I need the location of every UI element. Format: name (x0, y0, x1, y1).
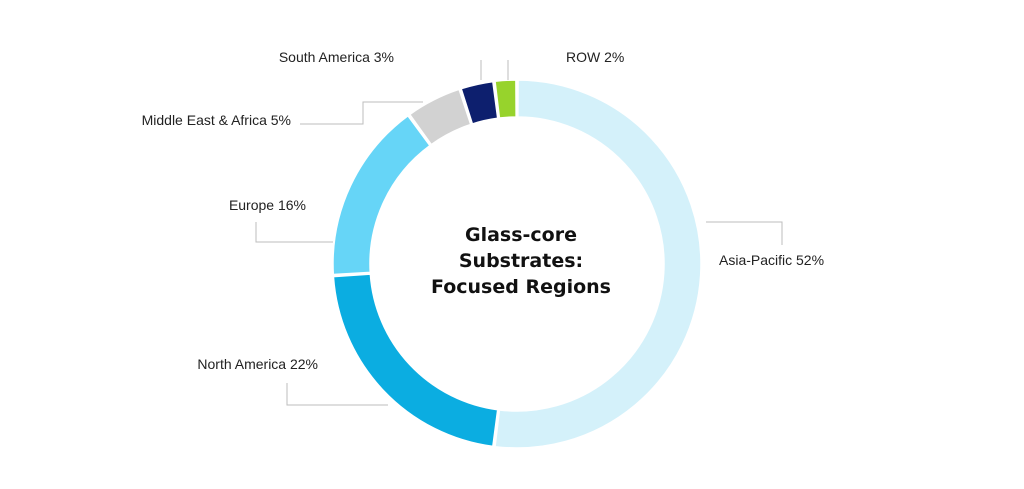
slice-label-row: ROW 2% (566, 49, 624, 65)
slice-label-europe: Europe 16% (229, 197, 306, 213)
slice-label-asia-pacific: Asia-Pacific 52% (719, 252, 824, 268)
slice-label-south-america: South America 3% (279, 49, 394, 65)
slice-row (494, 79, 517, 119)
slice-asia-pacific (494, 79, 702, 449)
slice-north-america (332, 273, 499, 448)
center-title: Glass-core Substrates: Focused Regions (431, 224, 611, 298)
slice-label-middle-east-and-africa: Middle East & Africa 5% (142, 112, 291, 128)
slice-south-america (460, 80, 499, 125)
leader-line-middle-east-and-africa (300, 101, 423, 125)
slice-label-north-america: North America 22% (197, 356, 318, 372)
center-title-line-1: Glass-core (465, 224, 577, 246)
slice-labels: Asia-Pacific 52% North America 22% Europe … (142, 49, 824, 372)
leader-line-europe (255, 222, 333, 243)
slice-middle-east-and-africa (408, 88, 472, 146)
leader-line-asia-pacific (706, 221, 783, 245)
center-title-line-2: Substrates: (459, 250, 583, 272)
center-title-line-3: Focused Regions (431, 276, 611, 298)
leader-lines (255, 60, 783, 406)
slice-europe (332, 114, 431, 276)
donut-slices (332, 79, 702, 449)
leader-line-north-america (286, 383, 388, 406)
